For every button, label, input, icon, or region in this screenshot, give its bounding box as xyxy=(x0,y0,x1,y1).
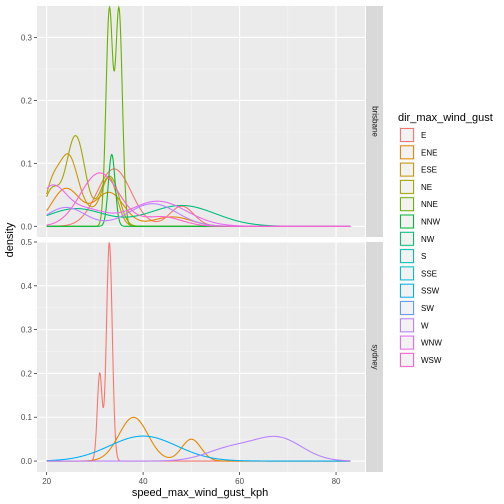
legend-key-background xyxy=(399,196,415,213)
legend-item-label: E xyxy=(421,131,426,140)
density-line-brisbane-wsw xyxy=(46,172,351,227)
legend-item-sse: SSE xyxy=(399,265,437,282)
facet-panels: 0.0 0.1 0.2 0.3 brisbane 0.0 0.1 0.2 0.3 0.4 0.5 sy… xyxy=(21,5,383,472)
legend-item-e: E xyxy=(399,127,426,143)
legend-item-ssw: SSW xyxy=(399,282,440,299)
y-tick-label: 0.2 xyxy=(21,369,33,378)
legend-item-label: S xyxy=(421,252,426,261)
y-tick-label: 0.4 xyxy=(21,282,33,291)
legend-item-ese: ESE xyxy=(399,161,437,178)
legend-key-background xyxy=(399,127,415,143)
legend-item-nw: NW xyxy=(399,230,435,247)
panel-background xyxy=(37,6,365,237)
legend-key-background xyxy=(399,265,415,282)
panel-brisbane: 0.0 0.1 0.2 0.3 brisbane xyxy=(21,5,383,237)
legend-key-background xyxy=(399,144,415,161)
legend-item-wnw: WNW xyxy=(399,334,442,351)
legend-key-swatch xyxy=(400,128,414,142)
legend-key-background xyxy=(399,351,415,368)
y-tick-label: 0.3 xyxy=(21,33,33,42)
y-tick-label: 0.5 xyxy=(21,238,33,247)
legend-key-background xyxy=(399,161,415,178)
legend-key-background xyxy=(399,248,415,265)
legend-key-background xyxy=(399,213,415,230)
legend-item-sw: SW xyxy=(399,300,434,316)
legend-item-ene: ENE xyxy=(399,144,437,161)
legend-key-swatch xyxy=(400,318,414,333)
legend-key-swatch xyxy=(400,352,414,367)
facet-strip xyxy=(366,242,383,472)
legend-item-label: SSE xyxy=(421,269,437,278)
y-tick-label: 0.0 xyxy=(21,222,33,231)
facet-strip-label: brisbane xyxy=(370,106,379,137)
legend-item-label: W xyxy=(421,321,429,330)
y-tick-label: 0.1 xyxy=(21,159,33,168)
legend-item-label: ENE xyxy=(421,148,437,157)
legend-item-label: NNE xyxy=(421,200,438,209)
legend-key-swatch xyxy=(400,301,414,315)
legend-item-w: W xyxy=(399,317,429,334)
facet-strip-label: sydney xyxy=(370,344,379,369)
legend-key-background xyxy=(399,230,415,247)
legend-item-label: SW xyxy=(421,304,434,313)
panel-background xyxy=(37,242,365,472)
legend-items: E ENE ESE NE NNE NNW NW S SSE SSW SW W WNW WSW xyxy=(399,127,442,368)
legend-key-swatch xyxy=(400,335,414,350)
legend-key-swatch xyxy=(400,266,414,281)
legend-item-wsw: WSW xyxy=(399,351,442,368)
facet-strip xyxy=(366,6,383,237)
y-tick-label: 0.1 xyxy=(21,413,33,422)
x-tick-label: 20 xyxy=(42,477,51,486)
y-tick-label: 0.3 xyxy=(21,326,33,335)
y-tick-label: 0.0 xyxy=(21,457,33,466)
y-axis-label: density xyxy=(4,222,16,257)
legend-key-swatch xyxy=(400,197,414,212)
legend-key-swatch xyxy=(400,145,414,160)
x-axis: 20 40 60 80 xyxy=(42,472,341,486)
legend-item-s: S xyxy=(399,248,426,265)
legend-item-nne: NNE xyxy=(399,196,438,213)
legend-item-label: NE xyxy=(421,183,432,192)
legend-key-background xyxy=(399,282,415,299)
x-tick-label: 60 xyxy=(235,477,244,486)
legend-key-swatch xyxy=(400,162,414,177)
legend: dir_max_wind_gust E ENE ESE NE NNE NNW NW S SSE S… xyxy=(398,112,493,368)
legend-item-label: NNW xyxy=(421,218,441,227)
legend-item-label: NW xyxy=(421,235,435,244)
y-tick-label: 0.2 xyxy=(21,96,33,105)
legend-key-background xyxy=(399,300,415,316)
legend-title: dir_max_wind_gust xyxy=(398,112,493,124)
legend-key-swatch xyxy=(400,179,414,194)
x-tick-label: 40 xyxy=(139,477,148,486)
legend-item-label: WSW xyxy=(421,356,442,365)
legend-key-background xyxy=(399,178,415,195)
density-line-sydney-ssw xyxy=(46,435,351,462)
x-tick-label: 80 xyxy=(332,477,341,486)
panel-sydney: 0.0 0.1 0.2 0.3 0.4 0.5 sydney xyxy=(21,238,383,472)
legend-item-label: SSW xyxy=(421,287,440,296)
legend-key-swatch xyxy=(400,249,414,264)
density-line-sydney-w xyxy=(46,435,351,462)
legend-key-background xyxy=(399,317,415,334)
legend-item-label: ESE xyxy=(421,166,437,175)
legend-key-swatch xyxy=(400,283,414,298)
legend-key-background xyxy=(399,334,415,351)
legend-item-nnw: NNW xyxy=(399,213,441,230)
legend-key-swatch xyxy=(400,214,414,229)
legend-item-label: WNW xyxy=(421,339,442,348)
legend-key-swatch xyxy=(400,231,414,246)
legend-item-ne: NE xyxy=(399,178,432,195)
x-axis-label: speed_max_wind_gust_kph xyxy=(132,487,268,499)
